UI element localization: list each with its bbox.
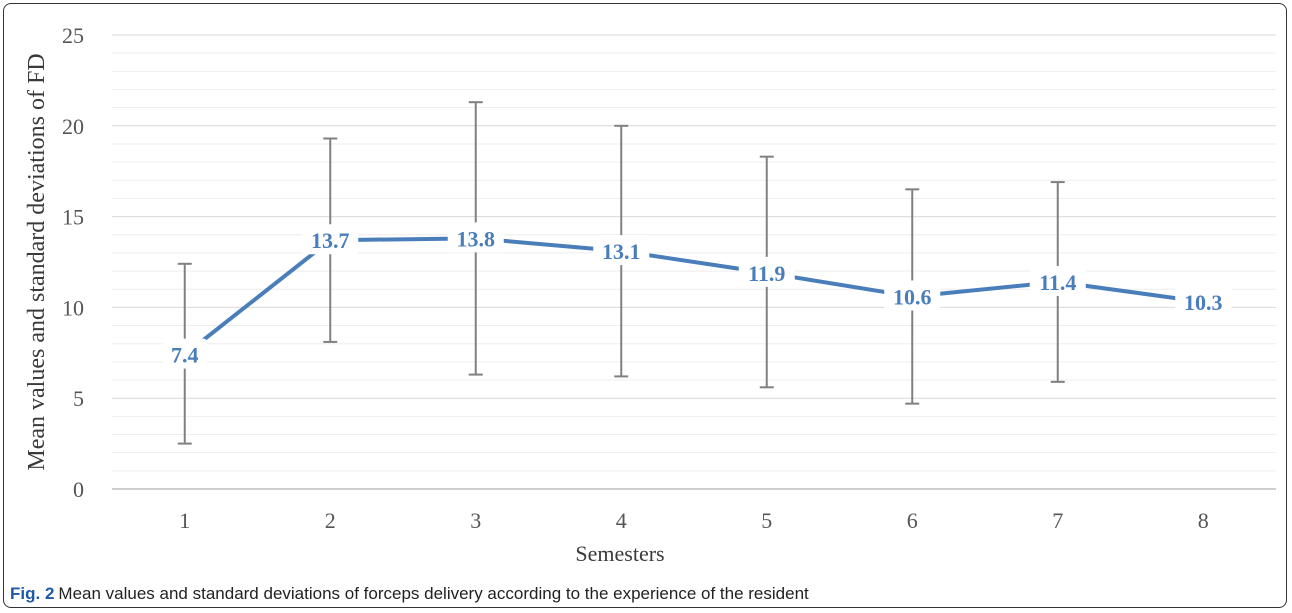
y-tick-label: 15 (62, 205, 84, 230)
x-tick-label: 6 (907, 508, 918, 533)
data-label-background (593, 235, 650, 266)
error-bars (177, 101, 1065, 445)
data-label: 11.9 (748, 261, 785, 286)
x-axis: 1 2 3 4 5 6 7 8 (112, 488, 1276, 533)
caption-text: Mean values and standard deviations of f… (58, 584, 809, 603)
data-label-background (302, 224, 359, 255)
series-line-path (182, 236, 1206, 357)
data-label-background (447, 222, 504, 253)
y-tick-label: 25 (62, 23, 84, 48)
x-tick-label: 3 (470, 508, 481, 533)
data-label-background (162, 338, 207, 369)
x-tick-label: 4 (616, 508, 627, 533)
data-label: 10.6 (893, 285, 932, 310)
y-axis-ticks: 0 5 10 15 20 25 (62, 23, 84, 502)
y-axis-label: Mean values and standard deviations of F… (24, 53, 50, 470)
data-label: 7.4 (171, 343, 199, 368)
figure-number: Fig. 2 (10, 584, 55, 603)
x-tick-label: 7 (1052, 508, 1063, 533)
y-tick-label: 5 (73, 386, 84, 411)
gridlines (112, 34, 1276, 472)
data-labels: 7.4 13.7 13.8 13.1 11.9 10.6 11.4 10.3 (162, 222, 1232, 369)
data-label-background (884, 280, 941, 311)
y-tick-label: 10 (62, 295, 84, 320)
x-tick-label: 5 (761, 508, 772, 533)
figure-frame (3, 3, 1287, 608)
figure-caption: Fig. 2 Mean values and standard deviation… (10, 584, 809, 604)
x-axis-label: Semesters (575, 541, 664, 566)
data-label: 10.3 (1184, 290, 1223, 315)
y-tick-label: 0 (73, 477, 84, 502)
data-label-background (738, 256, 795, 287)
data-label: 11.4 (1039, 270, 1076, 295)
data-label-background (1029, 265, 1086, 296)
series-line (182, 236, 1206, 357)
x-tick-label: 1 (179, 508, 190, 533)
data-label: 13.8 (457, 226, 496, 251)
x-tick-label: 8 (1198, 508, 1209, 533)
x-tick-label: 2 (325, 508, 336, 533)
data-label-background (1175, 285, 1232, 316)
data-label: 13.1 (602, 239, 641, 264)
line-chart: 0 5 10 15 20 25 1 2 3 4 5 6 7 8 7.4 13.7 13.8 13.1 11.9 1… (24, 23, 1276, 566)
data-label: 13.7 (311, 228, 350, 253)
y-tick-label: 20 (62, 114, 84, 139)
